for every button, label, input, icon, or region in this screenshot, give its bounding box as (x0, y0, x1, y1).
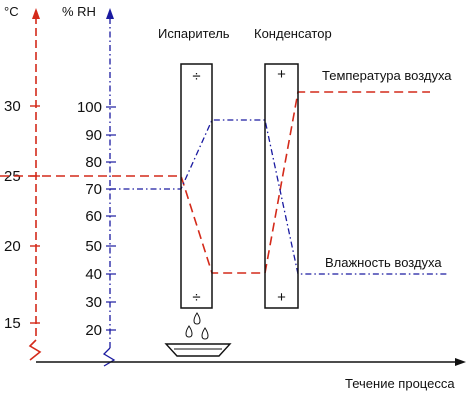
temp-tick-label: 25 (4, 168, 21, 185)
air-temperature-label: Температура воздуха (322, 68, 452, 83)
humidity-unit: % RH (62, 4, 96, 19)
humidity-axis: % RH 100 90 80 70 60 50 40 30 20 (62, 4, 116, 367)
rh-tick-label: 60 (85, 208, 102, 225)
condenser-box (264, 63, 299, 309)
drop-icon (185, 325, 193, 338)
temp-tick-label: 30 (4, 98, 21, 115)
rh-tick-label: 70 (85, 181, 102, 198)
drop-icon (201, 327, 209, 340)
temp-tick-label: 20 (4, 238, 21, 255)
rh-tick-label: 80 (85, 154, 102, 171)
air-humidity-label: Влажность воздуха (325, 255, 442, 270)
drop-icon (193, 312, 201, 325)
rh-tick-label: 30 (85, 294, 102, 311)
humidity-axis-break (102, 347, 116, 367)
condenser-top-symbol: + (277, 66, 286, 83)
water-drops-tray-icon (164, 312, 232, 357)
evaporator-bottom-symbol: ÷ (192, 289, 200, 306)
air-humidity-curve (110, 119, 448, 275)
temperature-unit: °C (4, 4, 19, 19)
time-axis-arrow (455, 358, 466, 366)
evaporator: ÷ ÷ (180, 63, 213, 309)
evaporator-label: Испаритель (158, 26, 230, 41)
evaporator-box (180, 63, 213, 309)
rh-tick-label: 50 (85, 238, 102, 255)
temperature-axis: °C 30 25 20 15 (4, 4, 42, 361)
evaporator-top-symbol: ÷ (192, 68, 200, 85)
time-axis-label: Течение процесса (345, 376, 455, 391)
rh-tick-label: 100 (77, 99, 102, 116)
rh-tick-label: 90 (85, 127, 102, 144)
drain-pan-icon (164, 343, 232, 357)
air-temperature-curve (0, 91, 430, 274)
humidity-axis-arrow (106, 8, 114, 19)
condenser-label: Конденсатор (254, 26, 332, 41)
temperature-axis-arrow (32, 8, 40, 19)
rh-tick-label: 20 (85, 322, 102, 339)
time-axis: Течение процесса (36, 358, 466, 391)
temperature-axis-break (28, 339, 42, 361)
condenser-bottom-symbol: + (277, 289, 286, 306)
temp-tick-label: 15 (4, 315, 21, 332)
condenser: + + (264, 63, 299, 309)
rh-tick-label: 40 (85, 266, 102, 283)
